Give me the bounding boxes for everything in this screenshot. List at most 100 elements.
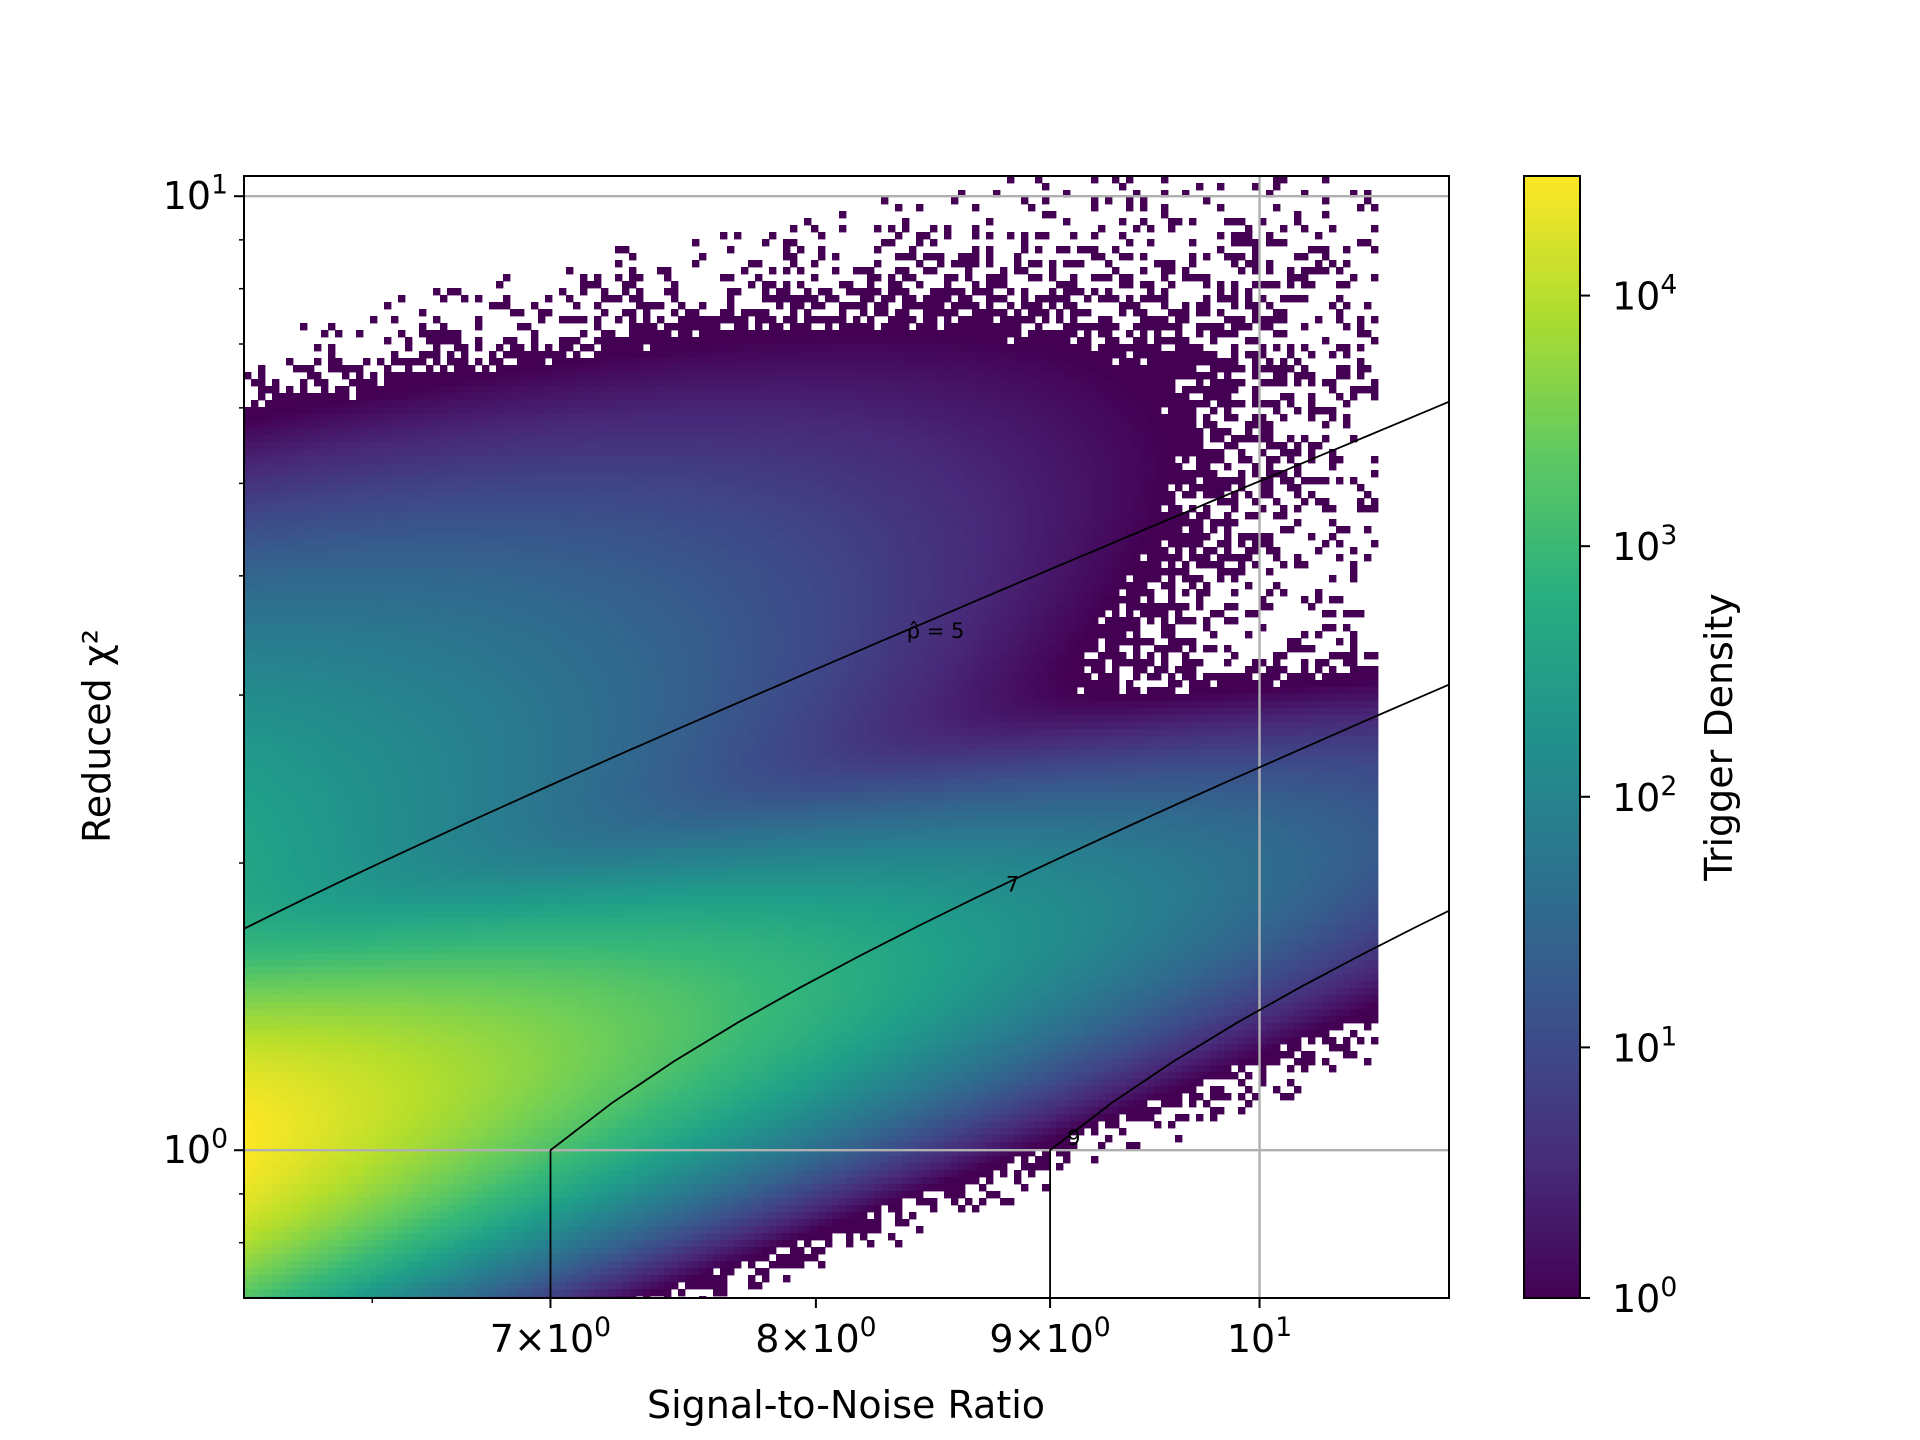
density-cell xyxy=(398,806,406,814)
density-cell xyxy=(349,897,357,905)
density-cell xyxy=(286,715,294,723)
density-cell xyxy=(300,323,308,331)
density-cell xyxy=(321,547,329,555)
density-cell xyxy=(461,617,469,625)
density-cell xyxy=(349,1079,357,1087)
density-cell xyxy=(272,883,280,891)
density-cell xyxy=(475,414,483,422)
density-cell xyxy=(384,575,392,583)
density-cell xyxy=(335,1009,343,1017)
density-cell xyxy=(258,379,266,387)
density-cell xyxy=(286,1289,294,1297)
density-cell xyxy=(363,1030,371,1038)
density-cell xyxy=(503,414,511,422)
density-cell xyxy=(447,1135,455,1143)
density-cell xyxy=(349,659,357,667)
density-cell xyxy=(426,582,434,590)
density-cell xyxy=(293,1072,301,1080)
density-cell xyxy=(272,540,280,548)
density-cell xyxy=(475,792,483,800)
density-cell xyxy=(468,512,476,520)
density-cell xyxy=(433,932,441,940)
density-cell xyxy=(370,589,378,597)
density-cell xyxy=(279,666,287,674)
density-cell xyxy=(244,960,252,968)
density-cell xyxy=(440,848,448,856)
density-cell xyxy=(412,1142,420,1150)
density-cell xyxy=(321,680,329,688)
density-cell xyxy=(384,820,392,828)
density-cell xyxy=(391,659,399,667)
density-cell xyxy=(419,477,427,485)
density-cell xyxy=(314,596,322,604)
density-cell xyxy=(475,540,483,548)
density-cell xyxy=(405,400,413,408)
density-cell xyxy=(335,1212,343,1220)
density-cell xyxy=(349,925,357,933)
density-cell xyxy=(405,610,413,618)
density-cell xyxy=(293,841,301,849)
density-cell xyxy=(349,743,357,751)
density-cell xyxy=(321,1247,329,1255)
density-cell xyxy=(258,463,266,471)
density-cell xyxy=(342,414,350,422)
density-cell xyxy=(272,414,280,422)
density-cell xyxy=(244,1009,252,1017)
density-cell xyxy=(244,547,252,555)
density-cell xyxy=(244,1065,252,1073)
density-cell xyxy=(468,1037,476,1045)
density-cell xyxy=(475,967,483,975)
density-cell xyxy=(279,918,287,926)
density-cell xyxy=(405,1058,413,1066)
density-cell xyxy=(384,519,392,527)
density-cell xyxy=(335,414,343,422)
density-cell xyxy=(293,568,301,576)
density-cell xyxy=(496,526,504,534)
density-cell xyxy=(321,526,329,534)
density-cell xyxy=(482,610,490,618)
density-cell xyxy=(419,1226,427,1234)
density-cell xyxy=(363,1142,371,1150)
density-cell xyxy=(454,1037,462,1045)
density-cell xyxy=(251,463,259,471)
density-cell xyxy=(279,1268,287,1276)
density-cell xyxy=(440,855,448,863)
density-cell xyxy=(293,792,301,800)
density-cell xyxy=(426,1219,434,1227)
density-cell xyxy=(356,645,364,653)
density-cell xyxy=(370,470,378,478)
density-cell xyxy=(349,1121,357,1129)
density-cell xyxy=(342,862,350,870)
density-cell xyxy=(461,743,469,751)
density-cell xyxy=(307,1142,315,1150)
density-cell xyxy=(454,988,462,996)
density-cell xyxy=(461,1289,469,1297)
density-cell xyxy=(426,1023,434,1031)
density-cell xyxy=(328,1226,336,1234)
density-cell xyxy=(293,547,301,555)
density-cell xyxy=(468,841,476,849)
density-cell xyxy=(293,659,301,667)
density-cell xyxy=(286,582,294,590)
density-cell xyxy=(482,1219,490,1227)
density-cell xyxy=(265,778,273,786)
density-cell xyxy=(244,428,252,436)
density-cell xyxy=(496,1289,504,1297)
density-cell xyxy=(342,624,350,632)
density-cell xyxy=(272,400,280,408)
density-cell xyxy=(447,645,455,653)
density-cell xyxy=(314,1191,322,1199)
density-cell xyxy=(496,1275,504,1283)
density-cell xyxy=(440,1184,448,1192)
density-cell xyxy=(286,939,294,947)
density-cell xyxy=(342,1114,350,1122)
density-cell xyxy=(265,1002,273,1010)
density-cell xyxy=(370,316,378,324)
density-cell xyxy=(496,813,504,821)
density-cell xyxy=(447,743,455,751)
density-cell xyxy=(475,659,483,667)
density-cell xyxy=(475,421,483,429)
density-cell xyxy=(482,547,490,555)
density-cell xyxy=(433,400,441,408)
density-cell xyxy=(412,722,420,730)
